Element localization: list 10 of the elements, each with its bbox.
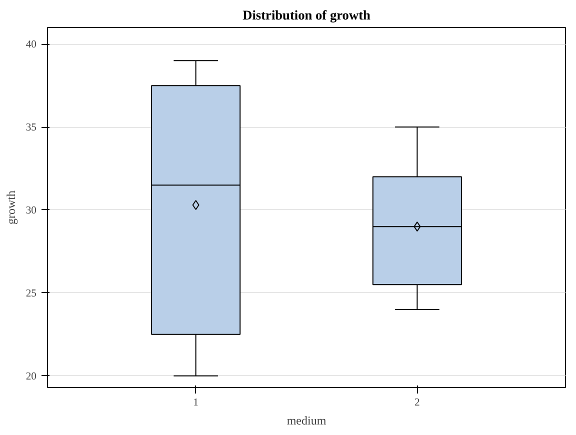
chart-title: Distribution of growth: [242, 8, 372, 22]
x-tick-label: 1: [193, 398, 198, 408]
x-tick-label: 2: [414, 398, 420, 408]
x-axis-title: medium: [286, 414, 327, 428]
y-tick-label: 35: [26, 122, 36, 134]
y-tick-label: 25: [26, 288, 36, 300]
y-axis-title: growth: [4, 190, 18, 224]
y-tick-label: 40: [26, 40, 36, 51]
y-tick-label: 30: [26, 205, 36, 216]
y-tick-label: 20: [26, 371, 36, 382]
